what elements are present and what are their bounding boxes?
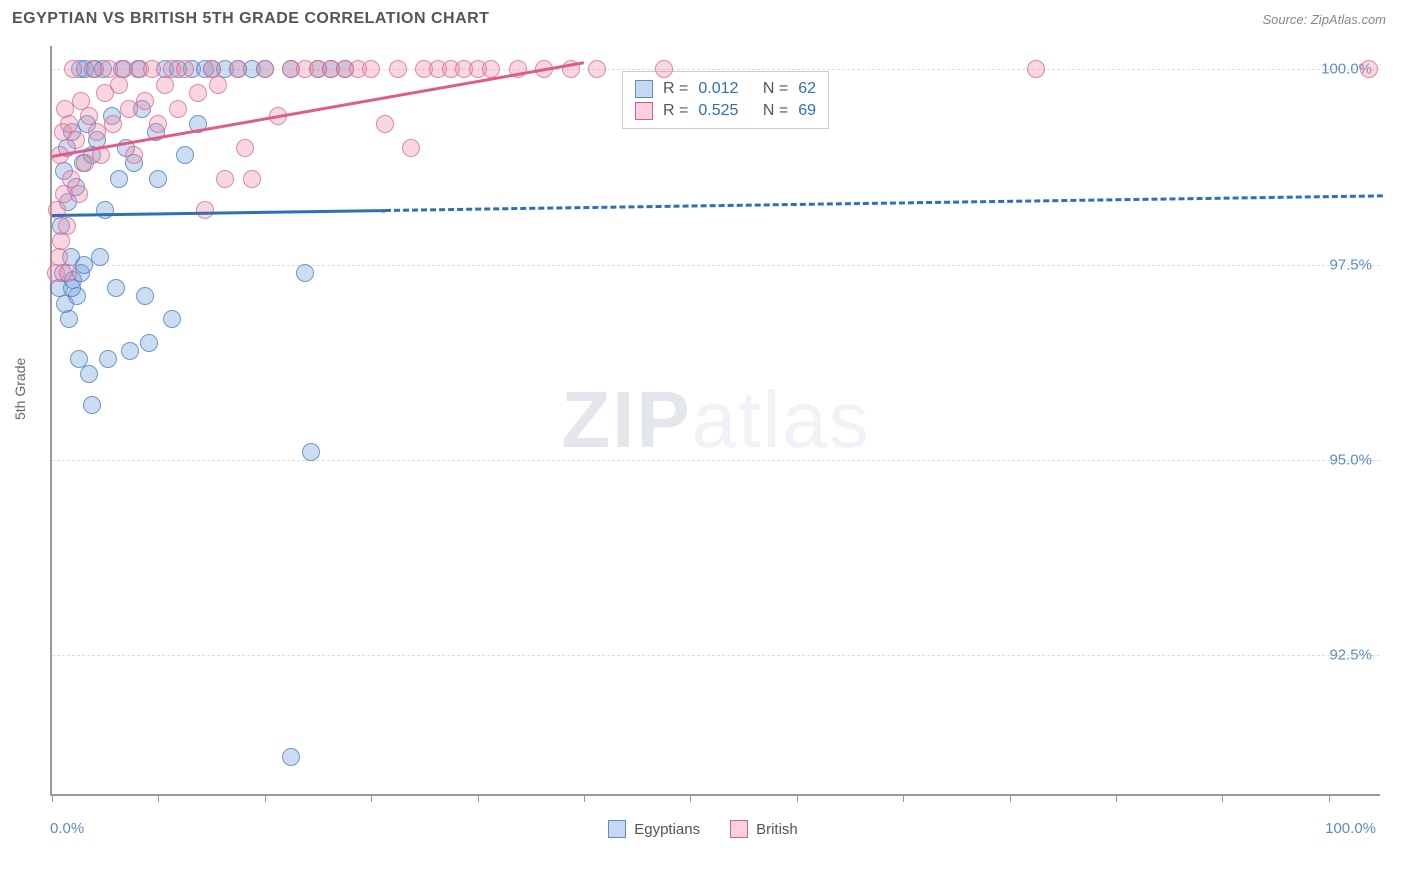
data-point	[140, 334, 158, 352]
data-point	[83, 396, 101, 414]
x-axis-tick	[903, 794, 904, 802]
x-axis-tick	[1116, 794, 1117, 802]
data-point	[107, 279, 125, 297]
stats-legend-row-british: R = 0.525 N = 69	[635, 100, 816, 122]
data-point	[176, 60, 194, 78]
legend-item-british: British	[730, 820, 798, 838]
data-point	[216, 170, 234, 188]
x-axis-tick	[584, 794, 585, 802]
data-point	[110, 76, 128, 94]
egyptians-swatch-icon	[608, 820, 626, 838]
x-axis-tick	[52, 794, 53, 802]
data-point	[236, 139, 254, 157]
gridline	[52, 460, 1380, 461]
x-axis-tick	[797, 794, 798, 802]
y-axis-tick-label: 95.0%	[1329, 452, 1372, 469]
data-point	[362, 60, 380, 78]
data-point	[80, 365, 98, 383]
data-point	[189, 84, 207, 102]
data-point	[229, 60, 247, 78]
data-point	[104, 115, 122, 133]
data-point	[136, 287, 154, 305]
x-axis-tick	[1222, 794, 1223, 802]
data-point	[163, 310, 181, 328]
british-swatch-icon	[635, 102, 653, 120]
data-point	[196, 201, 214, 219]
data-point	[302, 443, 320, 461]
egyptians-swatch-icon	[635, 80, 653, 98]
gridline	[52, 265, 1380, 266]
y-axis-tick-label: 97.5%	[1329, 256, 1372, 273]
gridline	[52, 655, 1380, 656]
data-point	[64, 60, 82, 78]
data-point	[588, 60, 606, 78]
british-swatch-icon	[730, 820, 748, 838]
data-point	[67, 131, 85, 149]
x-axis-tick	[158, 794, 159, 802]
data-point	[389, 60, 407, 78]
data-point	[156, 76, 174, 94]
data-point	[52, 232, 70, 250]
stats-legend-row-egyptians: R = 0.012 N = 62	[635, 78, 816, 100]
data-point	[655, 60, 673, 78]
x-axis-tick	[478, 794, 479, 802]
data-point	[121, 342, 139, 360]
data-point	[136, 92, 154, 110]
data-point	[256, 60, 274, 78]
x-axis-tick	[265, 794, 266, 802]
data-point	[59, 264, 77, 282]
stats-legend: R = 0.012 N = 62 R = 0.525 N = 69	[622, 71, 829, 129]
data-point	[60, 310, 78, 328]
data-point	[402, 139, 420, 157]
data-point	[110, 170, 128, 188]
data-point	[149, 170, 167, 188]
data-point	[209, 76, 227, 94]
data-point	[376, 115, 394, 133]
legend-item-egyptians: Egyptians	[608, 820, 700, 838]
data-point	[176, 146, 194, 164]
data-point	[243, 170, 261, 188]
x-axis-tick	[690, 794, 691, 802]
data-point	[296, 264, 314, 282]
data-point	[169, 100, 187, 118]
series-legend: Egyptians British	[0, 820, 1406, 838]
x-axis-tick	[1010, 794, 1011, 802]
x-axis-tick	[371, 794, 372, 802]
trend-line	[384, 194, 1382, 212]
y-axis-label: 5th Grade	[12, 358, 28, 420]
data-point	[63, 279, 81, 297]
data-point	[125, 146, 143, 164]
data-point	[99, 350, 117, 368]
chart-title: EGYPTIAN VS BRITISH 5TH GRADE CORRELATIO…	[12, 10, 489, 28]
data-point	[1027, 60, 1045, 78]
data-point	[282, 748, 300, 766]
plot-area: ZIPatlas R = 0.012 N = 62 R = 0.525 N = …	[50, 46, 1380, 796]
data-point	[96, 201, 114, 219]
source-attribution: Source: ZipAtlas.com	[1262, 12, 1386, 27]
data-point	[143, 60, 161, 78]
data-point	[70, 185, 88, 203]
data-point	[58, 217, 76, 235]
data-point	[1360, 60, 1378, 78]
y-axis-tick-label: 92.5%	[1329, 647, 1372, 664]
watermark: ZIPatlas	[561, 374, 870, 466]
x-axis-tick	[1329, 794, 1330, 802]
data-point	[149, 115, 167, 133]
data-point	[91, 248, 109, 266]
